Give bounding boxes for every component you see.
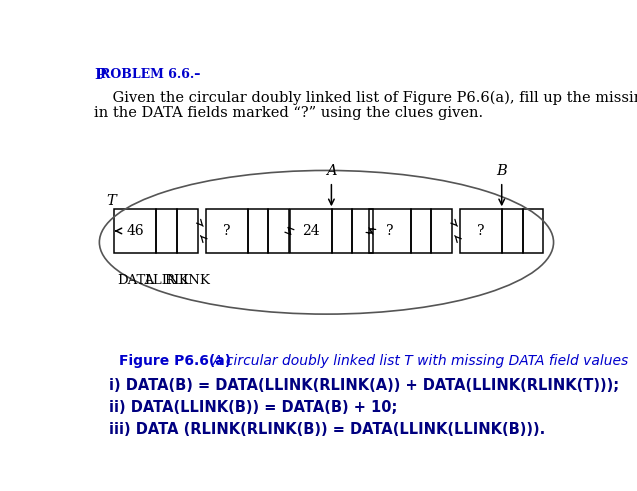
Bar bbox=[523, 209, 543, 253]
Text: in the DATA fields marked “?” using the clues given.: in the DATA fields marked “?” using the … bbox=[94, 106, 483, 120]
Text: ?: ? bbox=[386, 224, 394, 238]
Bar bbox=[411, 209, 431, 253]
Text: DATA: DATA bbox=[117, 274, 154, 287]
Bar bbox=[268, 209, 289, 253]
Text: LLINK: LLINK bbox=[145, 274, 189, 287]
Bar bbox=[115, 209, 157, 253]
Text: ii) DATA(LLINK(B)) = DATA(B) + 10;: ii) DATA(LLINK(B)) = DATA(B) + 10; bbox=[110, 400, 397, 415]
Bar bbox=[460, 209, 502, 253]
Bar bbox=[290, 209, 332, 253]
Text: T: T bbox=[107, 194, 117, 208]
Bar bbox=[431, 209, 452, 253]
Text: RLINK: RLINK bbox=[164, 274, 210, 287]
Text: Figure P6.6(a): Figure P6.6(a) bbox=[119, 354, 236, 368]
Bar bbox=[177, 209, 198, 253]
Bar bbox=[157, 209, 177, 253]
Bar bbox=[352, 209, 373, 253]
Text: ?: ? bbox=[477, 224, 485, 238]
Text: iii) DATA (RLINK(RLINK(B)) = DATA(LLINK(LLINK(B))).: iii) DATA (RLINK(RLINK(B)) = DATA(LLINK(… bbox=[110, 422, 545, 437]
Text: B: B bbox=[496, 164, 507, 178]
Bar bbox=[248, 209, 268, 253]
Text: P: P bbox=[94, 68, 106, 82]
Text: ?: ? bbox=[223, 224, 231, 238]
Text: i) DATA(B) = DATA(LLINK(RLINK(A)) + DATA(LLINK(RLINK(T)));: i) DATA(B) = DATA(LLINK(RLINK(A)) + DATA… bbox=[110, 379, 619, 393]
Text: A circular doubly linked list T with missing DATA field values: A circular doubly linked list T with mis… bbox=[212, 354, 629, 368]
Bar bbox=[332, 209, 352, 253]
Bar bbox=[369, 209, 411, 253]
Text: A: A bbox=[326, 164, 337, 178]
Text: 46: 46 bbox=[127, 224, 144, 238]
Text: Given the circular doubly linked list of Figure P6.6(a), fill up the missing val: Given the circular doubly linked list of… bbox=[94, 91, 637, 106]
Bar bbox=[502, 209, 523, 253]
Text: 24: 24 bbox=[302, 224, 320, 238]
Text: ROBLEM 6.6.–: ROBLEM 6.6.– bbox=[101, 68, 201, 82]
Bar bbox=[206, 209, 248, 253]
